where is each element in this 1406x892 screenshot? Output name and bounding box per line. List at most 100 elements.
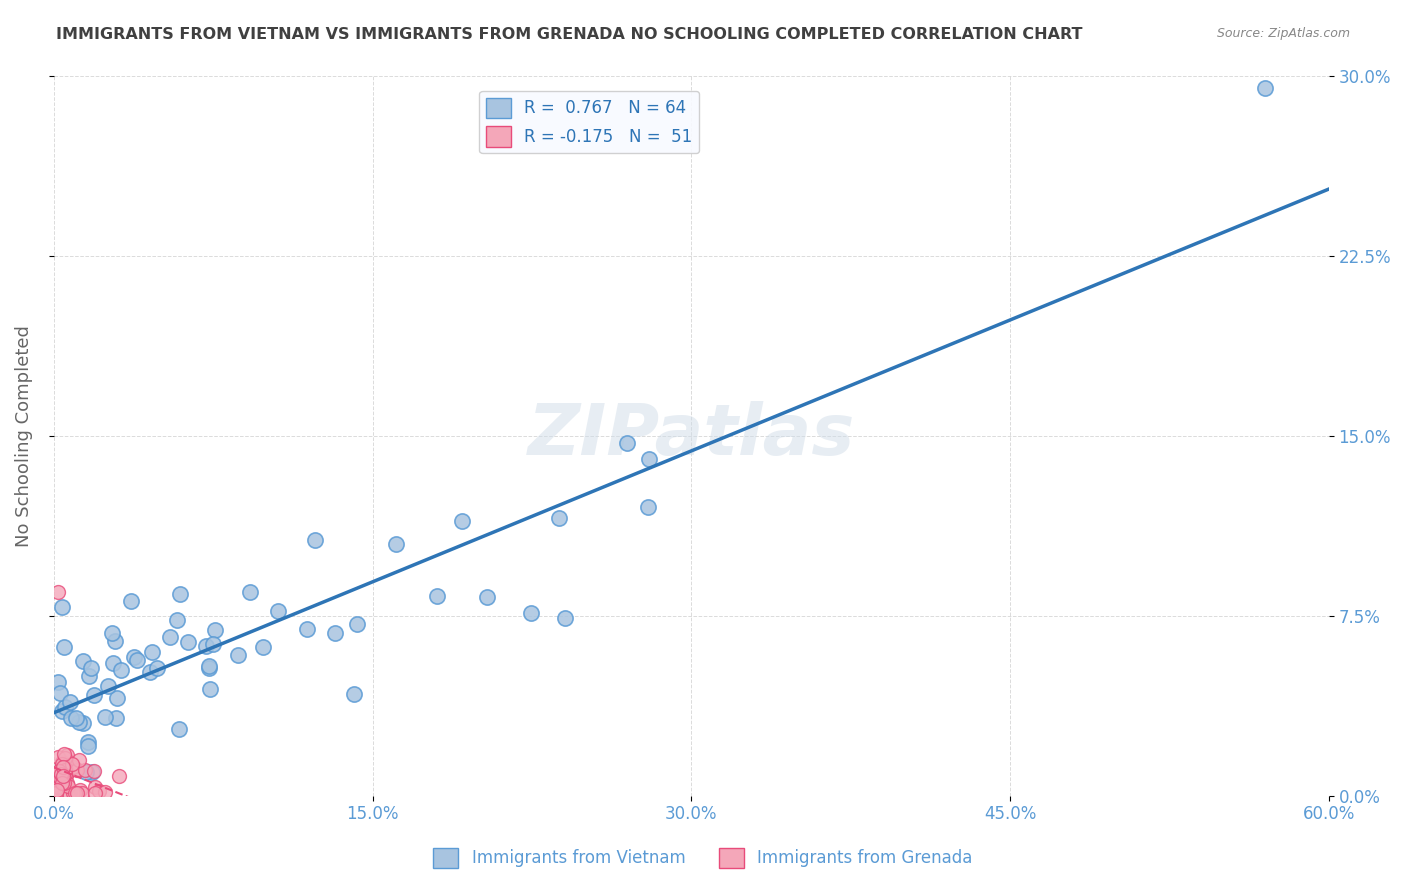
Point <box>53 776 76 790</box>
Point <box>52 760 75 774</box>
Point <box>70 786 93 800</box>
Point <box>107 768 129 782</box>
Point <box>450 514 472 528</box>
Point <box>201 637 224 651</box>
Point <box>67 715 90 730</box>
Point <box>53 751 76 765</box>
Point <box>55 762 77 776</box>
Point <box>75 764 97 779</box>
Point <box>72 654 94 668</box>
Point <box>426 589 449 603</box>
Point <box>51 757 73 772</box>
Point <box>44 770 66 784</box>
Text: IMMIGRANTS FROM VIETNAM VS IMMIGRANTS FROM GRENADA NO SCHOOLING COMPLETED CORREL: IMMIGRANTS FROM VIETNAM VS IMMIGRANTS FR… <box>56 27 1083 42</box>
Point <box>198 661 221 675</box>
Point <box>46 765 69 780</box>
Point <box>167 723 190 737</box>
Point <box>44 771 66 785</box>
Point <box>166 613 188 627</box>
Point <box>65 711 87 725</box>
Point <box>58 779 80 793</box>
Point <box>1254 80 1277 95</box>
Point <box>77 739 100 753</box>
Point <box>139 665 162 679</box>
Point <box>51 755 73 769</box>
Point <box>94 785 117 799</box>
Y-axis label: No Schooling Completed: No Schooling Completed <box>15 325 32 547</box>
Point <box>51 776 73 790</box>
Point <box>637 500 659 514</box>
Point <box>65 786 87 800</box>
Point <box>46 780 69 794</box>
Point <box>198 682 221 697</box>
Point <box>195 639 218 653</box>
Point <box>51 774 73 789</box>
Point <box>56 776 79 790</box>
Point <box>89 784 111 798</box>
Legend: R =  0.767   N = 64, R = -0.175   N =  51: R = 0.767 N = 64, R = -0.175 N = 51 <box>479 91 699 153</box>
Point <box>48 773 70 788</box>
Point <box>127 653 149 667</box>
Point <box>62 760 84 774</box>
Point <box>197 658 219 673</box>
Point <box>46 675 69 690</box>
Point <box>323 626 346 640</box>
Point <box>72 715 94 730</box>
Point <box>228 648 250 663</box>
Point <box>93 710 115 724</box>
Point <box>97 679 120 693</box>
Point <box>44 769 66 783</box>
Point <box>77 735 100 749</box>
Point <box>53 766 76 780</box>
Point <box>346 617 368 632</box>
Point <box>56 747 79 762</box>
Point <box>122 650 145 665</box>
Point <box>266 604 288 618</box>
Point <box>52 786 75 800</box>
Point <box>46 584 69 599</box>
Point <box>548 511 571 525</box>
Point <box>83 786 105 800</box>
Point <box>616 435 638 450</box>
Point <box>83 689 105 703</box>
Point <box>58 695 80 709</box>
Point <box>80 764 103 779</box>
Point <box>53 640 76 654</box>
Point <box>519 606 541 620</box>
Point <box>66 763 89 777</box>
Point <box>475 591 498 605</box>
Point <box>60 711 83 725</box>
Point <box>46 783 69 797</box>
Point <box>638 452 661 467</box>
Point <box>252 640 274 654</box>
Point <box>304 533 326 547</box>
Point <box>51 599 73 614</box>
Legend: Immigrants from Vietnam, Immigrants from Grenada: Immigrants from Vietnam, Immigrants from… <box>427 841 979 875</box>
Point <box>53 699 76 714</box>
Point <box>146 661 169 675</box>
Point <box>51 767 73 781</box>
Point <box>554 611 576 625</box>
Point <box>48 774 70 789</box>
Point <box>52 769 75 783</box>
Point <box>169 586 191 600</box>
Point <box>67 753 90 767</box>
Point <box>45 786 67 800</box>
Point <box>120 593 142 607</box>
Point <box>49 771 72 785</box>
Point <box>159 630 181 644</box>
Point <box>62 786 84 800</box>
Point <box>69 782 91 797</box>
Point <box>384 537 406 551</box>
Point <box>48 764 70 779</box>
Point <box>101 657 124 671</box>
Point <box>55 768 77 782</box>
Point <box>83 780 105 794</box>
Point <box>239 585 262 599</box>
Point <box>49 686 72 700</box>
Point <box>105 690 128 705</box>
Point <box>141 645 163 659</box>
Point <box>55 768 77 782</box>
Point <box>46 749 69 764</box>
Point <box>53 772 76 787</box>
